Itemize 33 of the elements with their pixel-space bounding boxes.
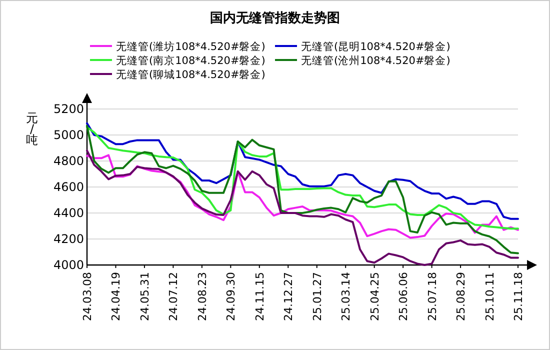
x-tick-label: 24.04.19 — [110, 272, 123, 321]
y-tick-label: 5000 — [53, 128, 84, 142]
x-tick-label: 25.11.18 — [512, 272, 525, 321]
x-tick-label: 25.04.25 — [368, 272, 382, 321]
x-tick-label: 25.10.11 — [483, 272, 496, 321]
y-tick-label: 4200 — [53, 232, 84, 246]
x-tick-label: 25.08.29 — [454, 272, 468, 321]
y-tick-label: 4000 — [53, 258, 84, 272]
legend-label: 无缝管(南京108*4.520#磐金) — [116, 54, 266, 67]
x-tick-label: 24.12.27 — [282, 272, 296, 321]
x-tick-label: 24.11.15 — [253, 272, 266, 321]
y-tick-label: 4800 — [53, 154, 84, 168]
y-tick-label: 5200 — [53, 102, 84, 116]
legend-label: 无缝管(沧州108*4.520#磐金) — [301, 54, 450, 67]
x-tick-label: 25.06.06 — [397, 272, 410, 321]
y-tick-label: 4600 — [53, 180, 84, 194]
legend-label: 无缝管(昆明108*4.520#磐金) — [301, 41, 450, 53]
y-tick-label: 4400 — [53, 206, 84, 220]
legend-label: 无缝管(潍坊108*4.520#磐金) — [116, 40, 266, 53]
x-tick-label: 24.08.23 — [196, 272, 209, 321]
line-series — [86, 154, 519, 239]
x-tick-label: 24.03.08 — [81, 272, 94, 321]
x-tick-label: 25.01.27 — [310, 272, 324, 321]
x-tick-label: 25.03.14 — [340, 272, 353, 321]
chart-title: 国内无缝管指数走势图 — [210, 10, 340, 26]
line-series — [86, 150, 519, 266]
x-tick-label: 25.07.18 — [426, 272, 439, 321]
x-tick-label: 24.05.31 — [138, 272, 152, 321]
x-tick-label: 24.07.12 — [167, 272, 180, 321]
x-tick-label: 24.09.30 — [224, 272, 238, 321]
legend-label: 无缝管(聊城108*4.520#磐金) — [116, 68, 266, 81]
line-series — [86, 124, 519, 254]
y-axis-title: 元/吨 — [26, 111, 38, 147]
